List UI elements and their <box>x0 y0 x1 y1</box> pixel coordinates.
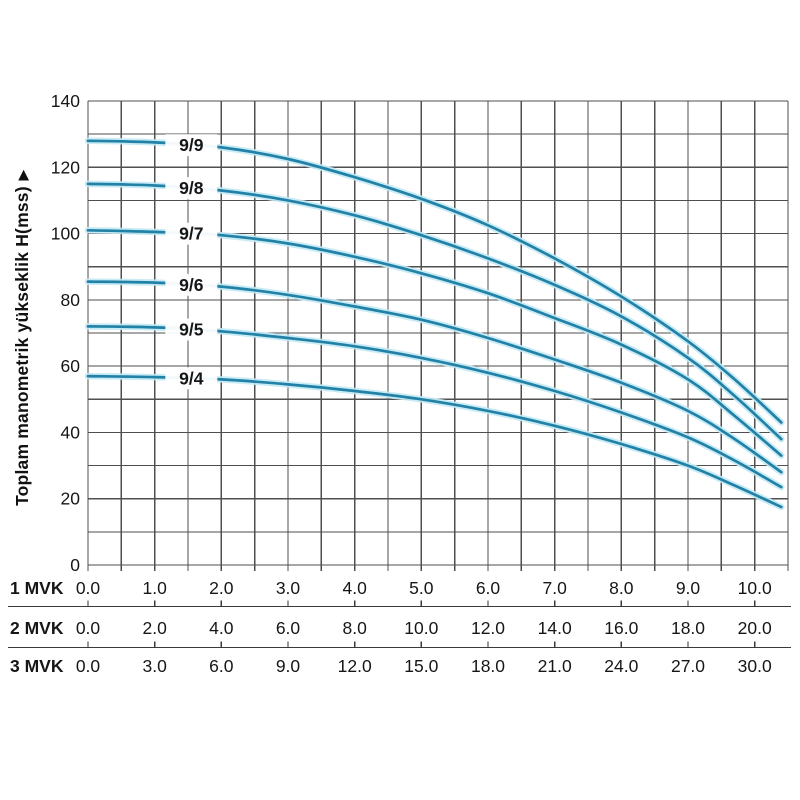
x-tick-label: 8.0 <box>609 578 634 598</box>
x-row-label: 2 MVK <box>10 618 64 638</box>
y-tick-label: 0 <box>70 555 80 575</box>
x-tick-label: 14.0 <box>538 618 572 638</box>
curve-label: 9/5 <box>179 320 204 340</box>
curve-label-backing <box>165 222 218 245</box>
x-row-label: 3 MVK <box>10 656 64 676</box>
x-tick-label: 9.0 <box>276 656 301 676</box>
x-tick-label: 3.0 <box>276 578 301 598</box>
x-tick-label: 4.0 <box>343 578 368 598</box>
x-row-label: 1 MVK <box>10 578 64 598</box>
x-tick-label: 30.0 <box>738 656 772 676</box>
y-tick-label: 120 <box>51 157 80 177</box>
x-tick-label: 12.0 <box>471 618 505 638</box>
x-tick-label: 16.0 <box>604 618 638 638</box>
x-tick-label: 24.0 <box>604 656 638 676</box>
curve-label: 9/9 <box>179 135 204 155</box>
x-tick-label: 12.0 <box>338 656 372 676</box>
curve-halo-9-7 <box>84 227 785 459</box>
x-tick-label: 0.0 <box>76 618 101 638</box>
curve-label: 9/4 <box>179 368 204 388</box>
curve-label-backing <box>165 318 218 341</box>
y-tick-label: 20 <box>61 489 81 509</box>
curve-label-backing <box>165 134 218 157</box>
x-tick-label: 8.0 <box>343 618 368 638</box>
x-tick-label: 27.0 <box>671 656 705 676</box>
up-arrow-icon: ▶ <box>15 170 30 181</box>
x-tick-label: 18.0 <box>471 656 505 676</box>
x-tick-label: 3.0 <box>143 656 168 676</box>
x-tick-label: 6.0 <box>209 656 234 676</box>
x-tick-label: 0.0 <box>76 578 101 598</box>
x-tick-label: 10.0 <box>738 578 772 598</box>
x-tick-label: 21.0 <box>538 656 572 676</box>
x-tick-label: 0.0 <box>76 656 101 676</box>
x-tick-label: 5.0 <box>409 578 434 598</box>
x-tick-label: 15.0 <box>404 656 438 676</box>
y-tick-label: 140 <box>51 91 80 111</box>
y-tick-label: 80 <box>61 290 81 310</box>
x-tick-label: 20.0 <box>738 618 772 638</box>
curve-label: 9/8 <box>179 178 204 198</box>
curve-label: 9/7 <box>179 224 203 244</box>
x-tick-label: 2.0 <box>209 578 234 598</box>
curve-9-4 <box>86 374 783 509</box>
x-tick-label: 6.0 <box>276 618 301 638</box>
x-tick-label: 7.0 <box>543 578 568 598</box>
x-tick-label: 6.0 <box>476 578 501 598</box>
curve-label: 9/6 <box>179 275 204 295</box>
y-tick-label: 40 <box>61 422 81 442</box>
curve-halo-9-4 <box>84 372 785 511</box>
x-tick-label: 10.0 <box>404 618 438 638</box>
curve-label-backing <box>165 273 218 296</box>
y-tick-label: 60 <box>61 356 81 376</box>
curve-9-7 <box>86 228 783 457</box>
x-tick-label: 4.0 <box>209 618 234 638</box>
x-tick-label: 9.0 <box>676 578 701 598</box>
x-tick-label: 18.0 <box>671 618 705 638</box>
x-tick-label: 2.0 <box>143 618 168 638</box>
y-axis-title-text: Toplam manometrik yükseklik H(mss) <box>12 186 32 506</box>
y-tick-label: 100 <box>51 224 80 244</box>
curve-label-backing <box>165 177 218 200</box>
curve-label-backing <box>165 367 218 390</box>
y-axis-title: Toplam manometrik yükseklik H(mss) ▶ <box>12 98 36 578</box>
x-tick-label: 1.0 <box>143 578 168 598</box>
